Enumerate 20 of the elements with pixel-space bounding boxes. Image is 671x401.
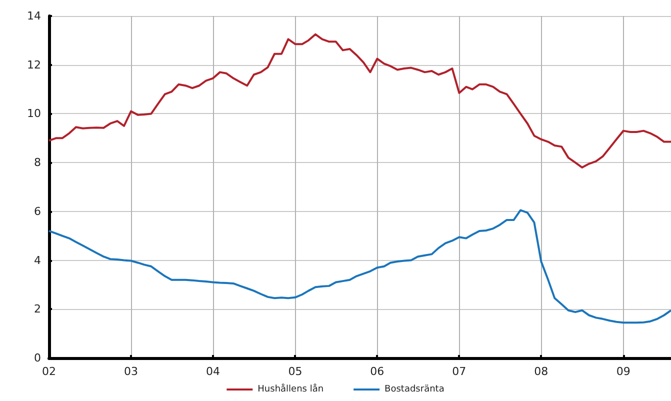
y-tick-label: 8	[34, 156, 41, 170]
x-tick-label: 04	[206, 365, 220, 378]
x-tick-label: 07	[452, 365, 466, 378]
x-tick-label: 08	[534, 365, 548, 378]
line-series	[48, 33, 671, 168]
y-tick-label: 14	[27, 10, 41, 22]
legend-label: Hushållens lån	[258, 384, 324, 394]
line-series	[48, 209, 671, 324]
x-tick-label: 03	[124, 365, 138, 378]
y-tick-label: 6	[34, 204, 41, 218]
y-tick-label: 12	[27, 58, 41, 72]
x-tick-label: 05	[288, 365, 302, 378]
y-tick-label: 4	[34, 254, 41, 267]
y-tick-label: 0	[34, 352, 41, 364]
legend-label: Bostadsränta	[384, 384, 444, 394]
x-tick-label: 02	[42, 365, 56, 378]
y-tick-label: 10	[27, 107, 41, 120]
x-tick-label: 06	[370, 365, 384, 378]
x-tick-label: 09	[616, 365, 630, 378]
y-tick-label: 2	[34, 302, 41, 316]
